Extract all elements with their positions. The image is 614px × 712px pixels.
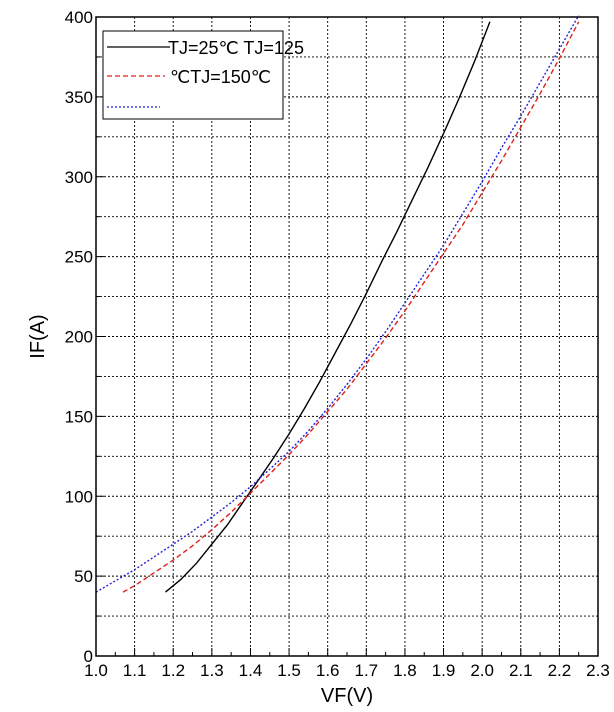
- x-tick-label: 2.3: [586, 661, 610, 680]
- x-tick-label: 1.9: [432, 661, 456, 680]
- x-tick-label: 1.4: [239, 661, 263, 680]
- y-tick-label: 300: [65, 168, 93, 187]
- y-tick-label: 50: [74, 567, 93, 586]
- x-tick-label: 1.7: [354, 661, 378, 680]
- y-tick-label: 350: [65, 88, 93, 107]
- y-tick-label: 250: [65, 248, 93, 267]
- tick-labels: 1.0 1.1 1.2 1.3 1.4 1.5 1.6 1.7 1.8 1.9 2.0 2.1 2.2 2…: [65, 8, 610, 680]
- x-tick-label: 1.8: [393, 661, 417, 680]
- series-line-3: [95, 15, 580, 593]
- x-tick-label: 1.6: [316, 661, 340, 680]
- x-tick-label: 2.1: [509, 661, 533, 680]
- y-tick-label: 150: [65, 407, 93, 426]
- y-tick-label: 400: [65, 8, 93, 27]
- x-tick-label: 1.1: [123, 661, 147, 680]
- x-tick-label: 1.3: [200, 661, 224, 680]
- legend-entry-2: ℃TJ=150℃: [170, 67, 271, 87]
- x-tick-label: 2.2: [548, 661, 572, 680]
- legend-entry-1: TJ=25℃ TJ=125: [168, 38, 304, 58]
- x-tick-label: 1.0: [84, 661, 108, 680]
- ticks: [95, 16, 599, 657]
- x-tick-label: 2.0: [470, 661, 494, 680]
- series-group: [95, 15, 580, 593]
- legend-box: [102, 30, 284, 120]
- x-tick-label: 1.5: [277, 661, 301, 680]
- y-tick-label: 200: [65, 328, 93, 347]
- legend: TJ=25℃ TJ=125 ℃TJ=150℃: [102, 30, 304, 120]
- grid: [96, 17, 598, 656]
- x-axis-label: VF(V): [321, 685, 373, 707]
- y-tick-label: 100: [65, 487, 93, 506]
- y-axis-label: IF(A): [27, 314, 49, 358]
- x-tick-label: 1.2: [161, 661, 185, 680]
- series-line-1: [165, 21, 491, 593]
- series-line-2: [122, 21, 580, 593]
- y-tick-label: 0: [84, 647, 93, 666]
